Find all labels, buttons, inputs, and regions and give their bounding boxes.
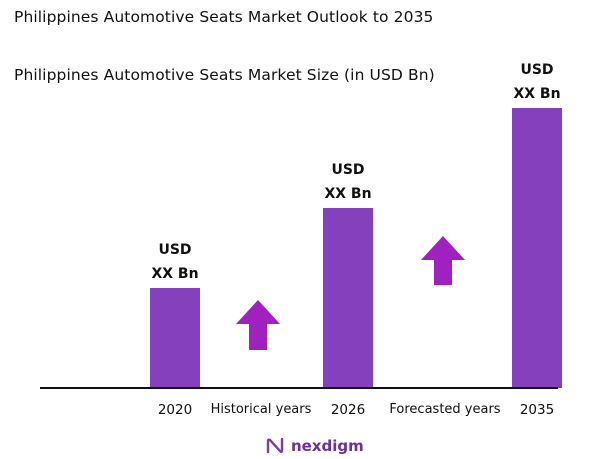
period-label-2: Forecasted years xyxy=(389,402,500,417)
data-label-2026-2: XX Bn xyxy=(324,186,371,202)
bar-2035 xyxy=(512,108,562,388)
growth-arrow-icon-1 xyxy=(236,300,280,350)
logo-text: nexdigm xyxy=(291,437,364,455)
data-label-2020-2: XX Bn xyxy=(151,266,198,282)
data-label-2026-1: USD xyxy=(331,162,364,178)
x-tick-label-2026: 2026 xyxy=(331,402,365,418)
data-label-2035-2: XX Bn xyxy=(513,86,560,102)
data-label-2035-1: USD xyxy=(520,62,553,78)
bar-2026 xyxy=(323,208,373,388)
period-label-1: Historical years xyxy=(211,402,312,417)
page-title: Philippines Automotive Seats Market Outl… xyxy=(14,8,434,26)
x-tick-label-2035: 2035 xyxy=(520,402,554,418)
growth-arrow-icon-2 xyxy=(421,236,465,285)
x-tick-label-2020: 2020 xyxy=(158,402,192,418)
chart-title: Philippines Automotive Seats Market Size… xyxy=(14,66,435,84)
nexdigm-logo: nexdigm xyxy=(265,436,364,456)
nexdigm-logo-icon xyxy=(266,437,284,454)
bar-2020 xyxy=(150,288,200,388)
data-label-2020-1: USD xyxy=(158,242,191,258)
